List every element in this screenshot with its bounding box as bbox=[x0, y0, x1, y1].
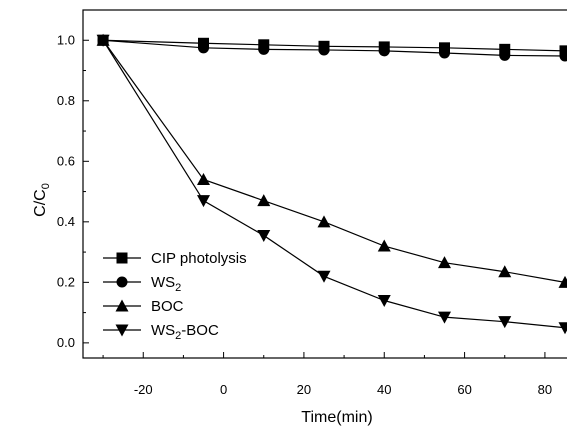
data-point bbox=[317, 215, 331, 228]
legend: CIP photolysis WS2 BOC WS2-BOC bbox=[103, 250, 247, 342]
data-point bbox=[558, 275, 567, 288]
data-point bbox=[499, 49, 511, 61]
x-tick-label: 0 bbox=[220, 382, 227, 397]
x-tick-label: 60 bbox=[457, 382, 471, 397]
data-point bbox=[317, 270, 331, 283]
data-point bbox=[318, 44, 330, 56]
legend-marker bbox=[115, 299, 129, 312]
data-point bbox=[198, 42, 209, 54]
data-point bbox=[197, 172, 210, 185]
y-axis-title-main: C/C bbox=[32, 189, 49, 217]
y-tick-label: 0.4 bbox=[57, 214, 75, 229]
y-tick-label: 1.0 bbox=[57, 32, 75, 47]
data-point bbox=[257, 194, 271, 207]
data-point bbox=[558, 322, 567, 335]
plot-frame bbox=[82, 9, 567, 359]
data-point bbox=[378, 45, 390, 57]
y-tick-label: 0.6 bbox=[57, 153, 75, 168]
legend-item: WS2 bbox=[103, 274, 181, 294]
legend-item: BOC bbox=[103, 298, 184, 315]
legend-label: WS2-BOC bbox=[151, 322, 219, 342]
series-layer bbox=[96, 33, 567, 335]
x-tick-label: 20 bbox=[297, 382, 311, 397]
y-tick-label: 0.2 bbox=[57, 274, 75, 289]
y-axis-title: C/C0 bbox=[32, 183, 52, 217]
series-4 bbox=[96, 34, 567, 335]
data-point bbox=[258, 43, 270, 55]
x-tick-label: 40 bbox=[377, 382, 391, 397]
data-point bbox=[438, 311, 451, 324]
legend-marker bbox=[116, 276, 128, 288]
data-point bbox=[377, 239, 391, 252]
legend-marker bbox=[116, 252, 128, 264]
series-3 bbox=[96, 33, 567, 288]
legend-label: CIP photolysis bbox=[151, 250, 247, 267]
series-line bbox=[103, 39, 566, 52]
series-2 bbox=[97, 34, 567, 62]
data-point bbox=[377, 295, 391, 308]
legend-item: WS2-BOC bbox=[103, 322, 219, 342]
x-axis-title: Time(min) bbox=[301, 409, 372, 426]
data-point bbox=[197, 195, 210, 208]
data-point bbox=[438, 256, 451, 269]
x-tick-label: 80 bbox=[538, 382, 552, 397]
y-axis-title-sub: 0 bbox=[40, 183, 52, 189]
y-tick-label: 0.8 bbox=[57, 93, 75, 108]
data-point bbox=[439, 47, 450, 59]
data-point bbox=[257, 229, 271, 242]
data-point bbox=[499, 43, 511, 55]
y-tick-label: 0.0 bbox=[57, 335, 75, 350]
legend-item: CIP photolysis bbox=[103, 250, 247, 267]
x-tick-label: -20 bbox=[134, 382, 153, 397]
data-point bbox=[96, 34, 110, 47]
data-point bbox=[559, 50, 567, 62]
data-point bbox=[498, 316, 512, 329]
axes: 0.0 0.2 0.4 0.6 0.8 1.0 -20 0 20 40 60 80 bbox=[57, 9, 567, 397]
legend-marker bbox=[115, 324, 129, 337]
series-line bbox=[103, 39, 566, 57]
data-point bbox=[498, 265, 512, 278]
legend-label: WS2 bbox=[151, 274, 181, 294]
legend-label: BOC bbox=[151, 298, 184, 315]
series-line bbox=[102, 39, 566, 283]
series-line bbox=[102, 39, 566, 329]
